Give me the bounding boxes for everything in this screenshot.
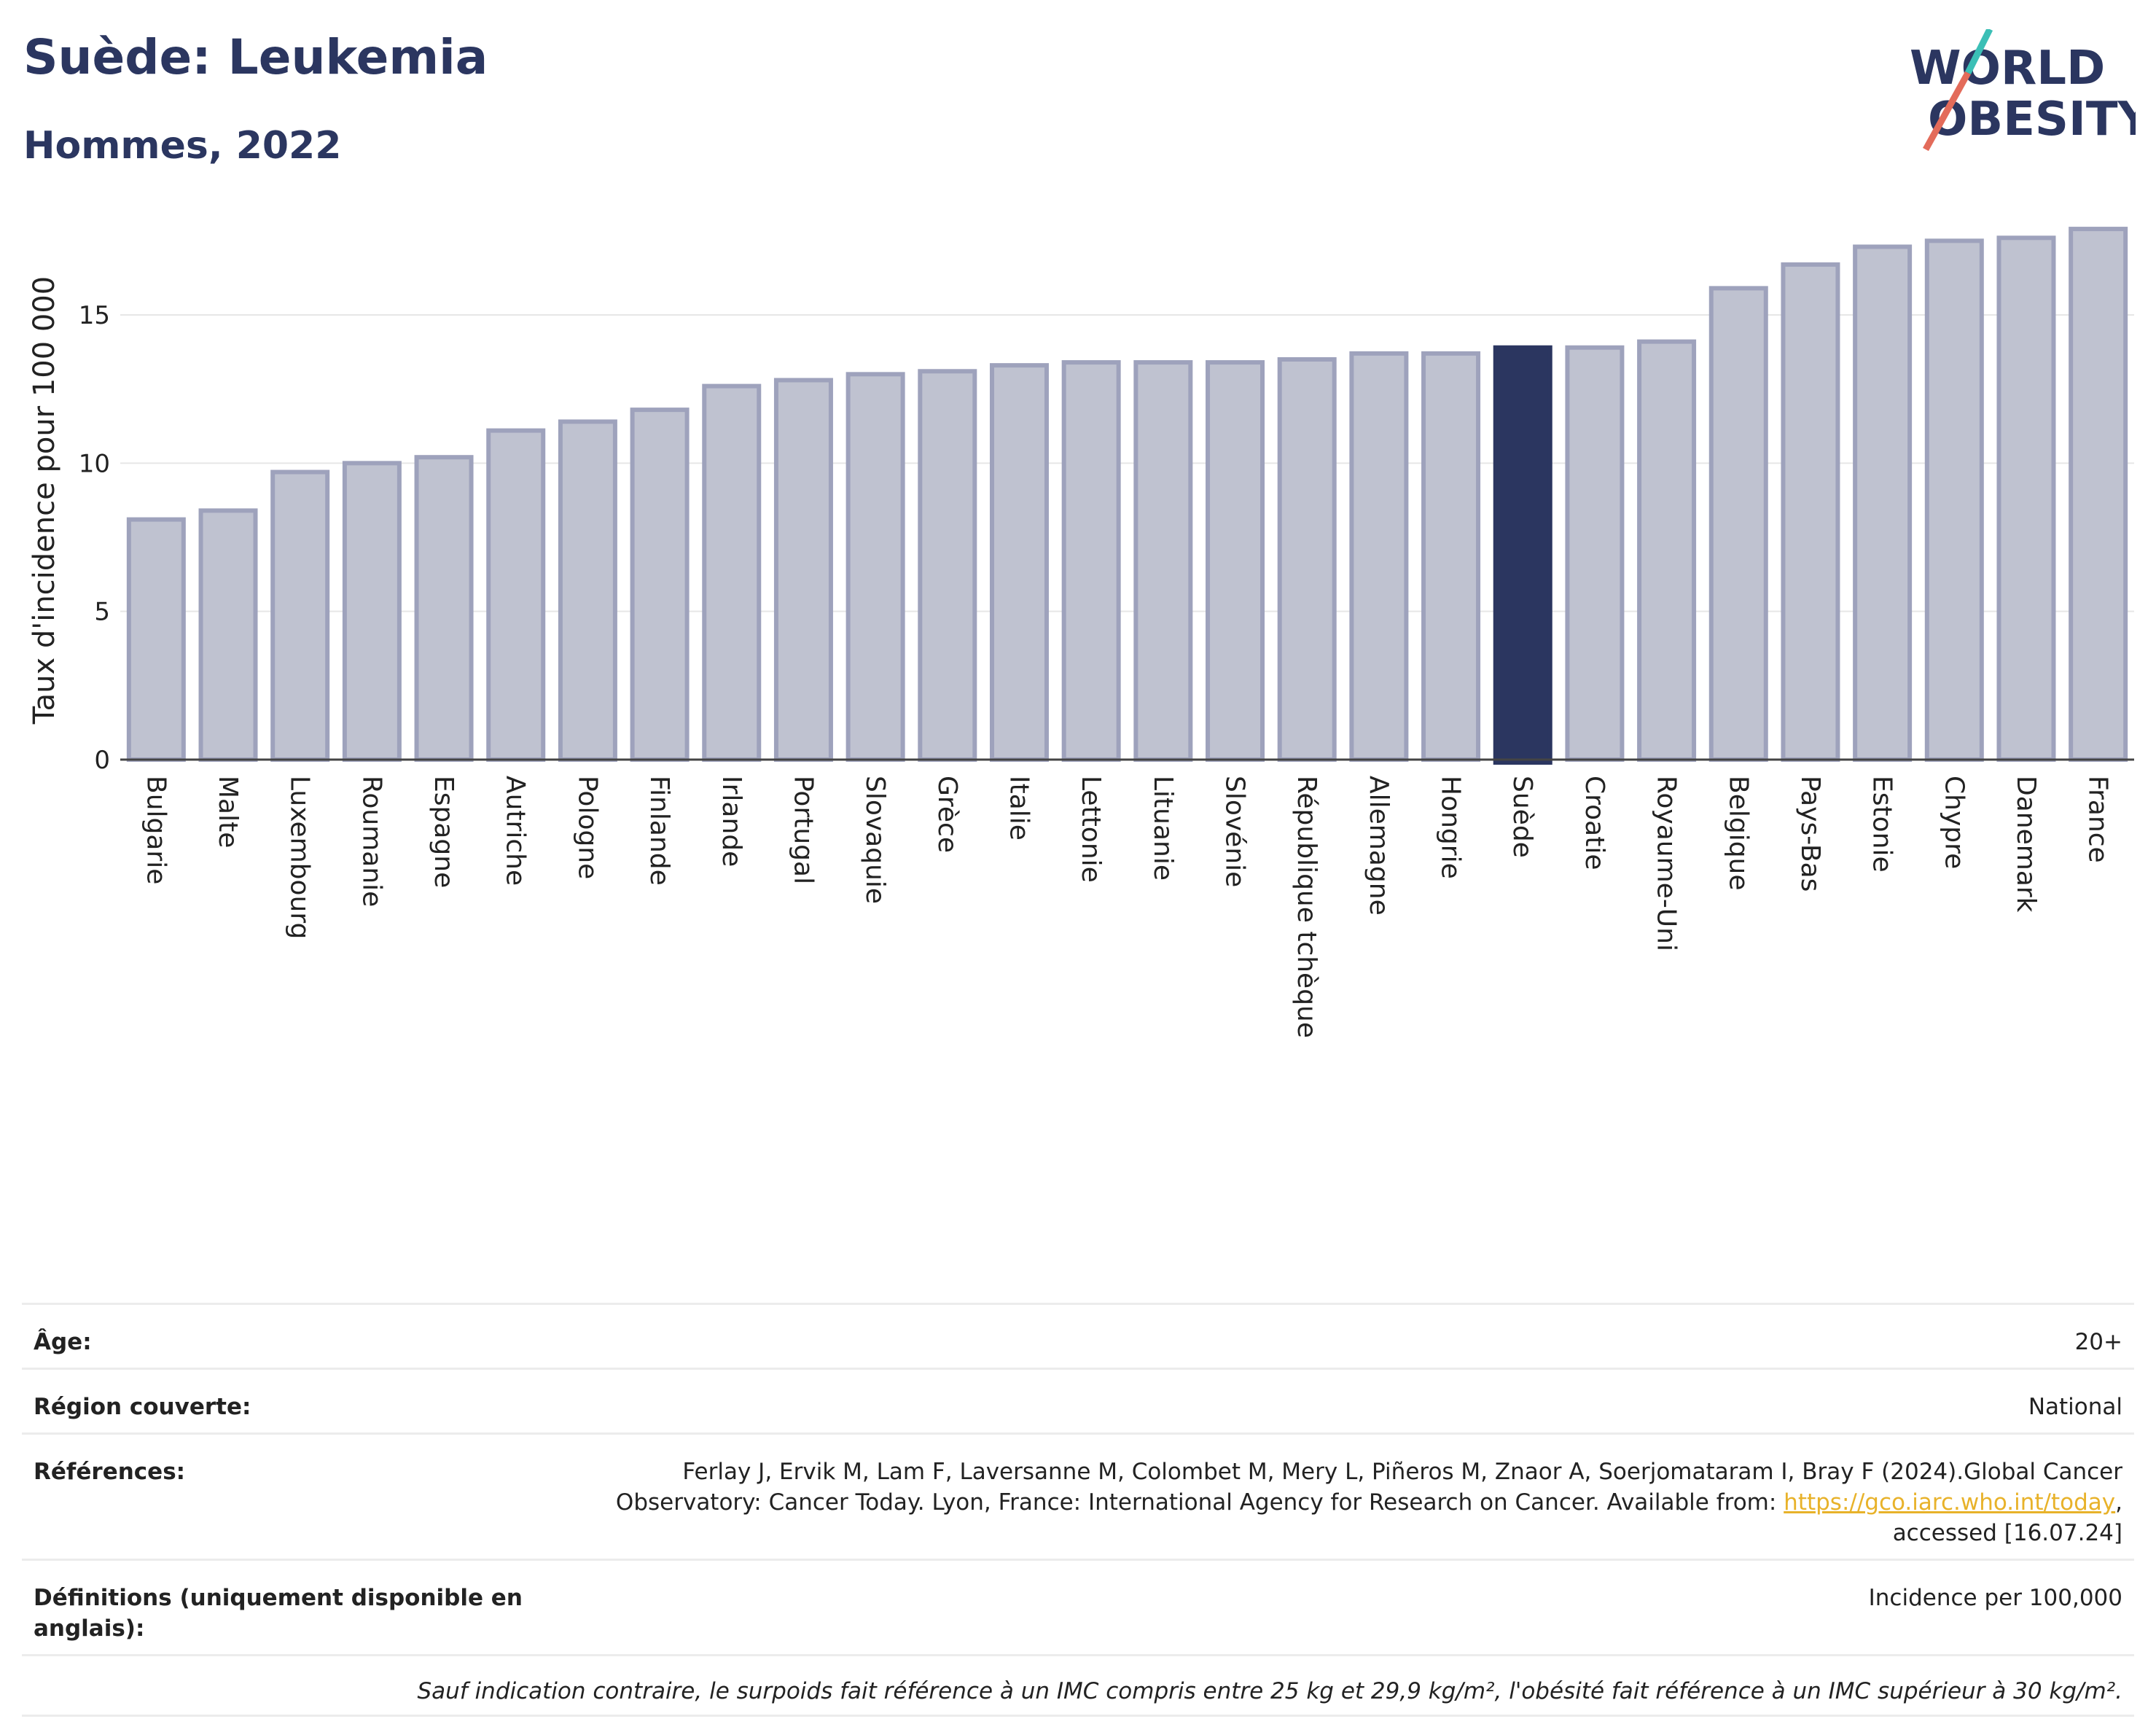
logo-line2: OBESITY [1928,93,2136,147]
info-row-definitions: Définitions (uniquement disponible en an… [22,1559,2134,1654]
x-tick-label: Lettonie [1076,776,1106,883]
bar [1853,244,1913,762]
bar [1061,360,1121,763]
bar [1708,286,1768,762]
region-label: Région couverte: [34,1394,251,1420]
info-table: Âge: 20+ Région couverte: National Référ… [22,1303,2134,1717]
x-tick-label: Suède [1507,776,1537,858]
x-tick-label: Autriche [501,776,531,886]
definitions-label: Définitions (uniquement disponible en an… [34,1585,523,1642]
x-tick-label: Portugal [788,776,818,884]
x-tick-label: Chypre [1939,776,1969,869]
world-obesity-logo: WORLD OBESITY [1895,27,2152,153]
info-row-region: Région couverte: National [22,1368,2134,1432]
x-tick-label: Malte [213,776,243,848]
bar [1637,339,1697,763]
region-value: National [2028,1394,2122,1420]
bar [270,469,330,762]
x-tick-label: Belgique [1723,776,1753,891]
x-tick-label: France [2083,776,2113,863]
definitions-value: Incidence per 100,000 [1868,1585,2122,1611]
bar [1565,345,1625,762]
references-label: Références: [34,1459,186,1485]
bar [486,428,546,762]
bar [126,517,186,762]
x-tick-label: Espagne [429,776,458,888]
reference-text-1: Ferlay J, Ervik M, Lam F, Laversanne M, … [682,1459,2122,1485]
bar [414,455,474,762]
bar-chart: 0 5 10 15 Taux d'incidence pour 100 000 Bulga… [28,227,2134,1038]
footnote: Sauf indication contraire, le surpoids f… [417,1678,2122,1704]
y-tick-label: 15 [79,301,110,330]
bar [198,508,258,762]
x-tick-label: Pays-Bas [1795,776,1825,892]
bar [1493,345,1552,765]
y-tick-label: 0 [94,746,110,775]
page-subtitle: Hommes, 2022 [23,124,342,168]
bar [1349,351,1409,763]
x-tick-label: Pologne [572,776,602,879]
bar [1781,262,1840,763]
info-row-references: Références: Ferlay J, Ervik M, Lam F, La… [22,1432,2134,1559]
bar [773,378,833,762]
x-tick-label: Irlande [716,776,746,867]
x-tick-label: Italie [1004,776,1034,841]
bar [1924,238,1984,763]
x-tick-label: Royaume-Uni [1652,776,1682,951]
bar [2069,227,2128,763]
y-tick-label: 10 [79,449,110,478]
info-row-note: Sauf indication contraire, le surpoids f… [22,1654,2134,1717]
age-value: 20+ [2074,1329,2122,1355]
bar [630,408,690,762]
x-tick-label: Estonie [1867,776,1897,873]
x-tick-label: Roumanie [356,776,386,907]
bar [989,363,1049,762]
bar [342,461,402,762]
bar [558,419,617,762]
reference-link[interactable]: https://gco.iarc.who.int/today [1784,1489,2116,1516]
x-tick-label: Danemark [2011,776,2041,913]
x-tick-label: Allemagne [1364,776,1394,916]
reference-text-3: accessed [16.07.24] [1892,1520,2122,1546]
y-tick-label: 5 [94,598,110,627]
bar [1421,351,1481,763]
x-tick-label: Slovénie [1220,776,1250,887]
info-row-age: Âge: 20+ [22,1303,2134,1368]
bar [1206,360,1265,763]
x-tick-label: Hongrie [1436,776,1466,879]
bar [1277,357,1337,762]
x-tick-label: Grèce [932,776,962,853]
bar [1133,360,1193,763]
x-tick-label: Luxembourg [285,776,315,939]
x-tick-label: Lituanie [1148,776,1178,881]
page-title: Suède: Leukemia [23,29,488,85]
bar [918,369,977,762]
x-tick-label: République tchèque [1292,776,1321,1038]
bar [702,383,762,763]
logo-line1: WORLD [1910,42,2105,95]
x-tick-label: Finlande [644,776,674,886]
bar [845,372,905,763]
bar [1996,235,2056,763]
y-axis-label: Taux d'incidence pour 100 000 [28,276,61,725]
reference-text-2: Observatory: Cancer Today. Lyon, France:… [615,1489,1777,1516]
x-tick-label: Slovaquie [860,776,890,904]
references-value: Ferlay J, Ervik M, Lam F, Laversanne M, … [615,1459,2122,1546]
x-tick-label: Croatie [1579,776,1609,870]
x-tick-label: Bulgarie [141,776,171,884]
age-label: Âge: [34,1329,92,1355]
